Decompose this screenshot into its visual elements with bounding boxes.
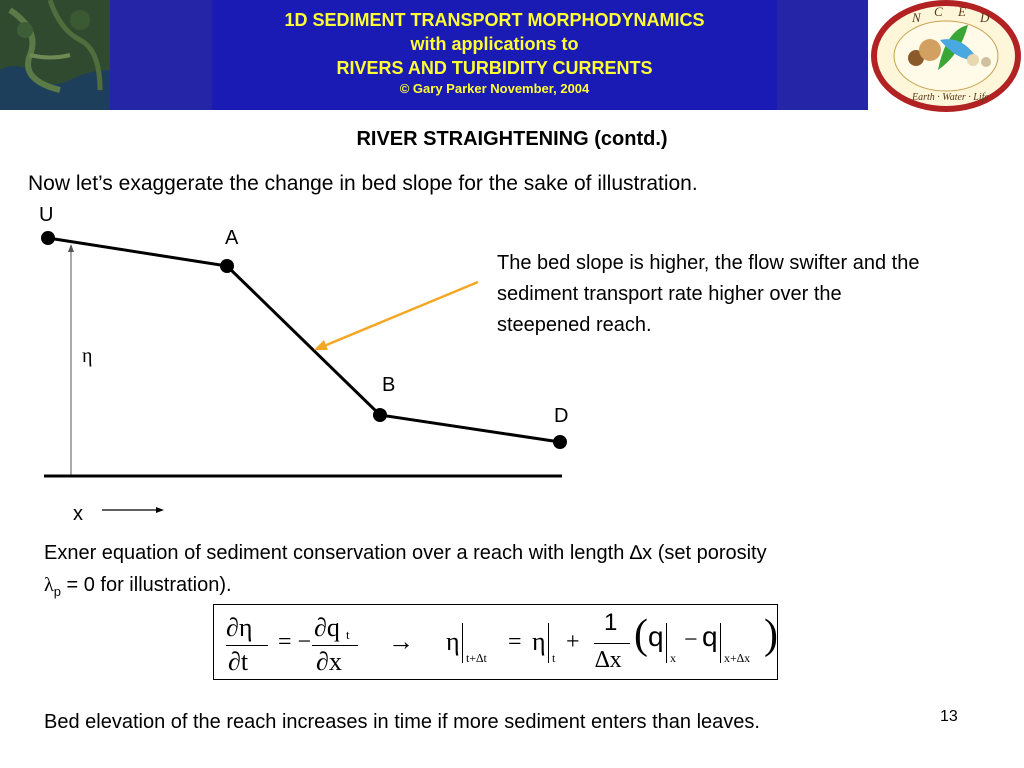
exner-description: Exner equation of sediment conservation … bbox=[44, 537, 984, 608]
delta-satellite-image bbox=[0, 0, 110, 110]
eta-axis-arrowhead bbox=[68, 244, 74, 252]
x-axis-arrowhead bbox=[156, 507, 164, 513]
page-number: 13 bbox=[940, 708, 958, 725]
label-x: x bbox=[73, 503, 83, 525]
eq-fraction-bar-2 bbox=[312, 645, 358, 646]
header-line-3: RIVERS AND TURBIDITY CURRENTS bbox=[336, 58, 653, 78]
lambda-symbol: λ bbox=[44, 574, 54, 596]
header-title-panel bbox=[212, 0, 777, 110]
eq-d-eta: ∂η bbox=[226, 613, 253, 642]
header-copyright: © Gary Parker November, 2004 bbox=[399, 81, 590, 96]
label-u: U bbox=[39, 204, 54, 226]
label-d: D bbox=[554, 405, 569, 427]
header-text: 1D SEDIMENT TRANSPORT MORPHODYNAMICS wit… bbox=[212, 8, 777, 98]
bed-profile-line bbox=[47, 236, 561, 444]
bottom-text: Bed elevation of the reach increases in … bbox=[44, 711, 760, 733]
eq-arrow: → bbox=[388, 627, 414, 656]
header-line-2: with applications to bbox=[410, 34, 579, 54]
eq-q-subscript: t bbox=[346, 627, 350, 642]
eq-fraction-bar-1 bbox=[226, 645, 268, 646]
label-a: A bbox=[225, 227, 239, 249]
point-d bbox=[553, 435, 567, 449]
header-banner: 1D SEDIMENT TRANSPORT MORPHODYNAMICS wit… bbox=[0, 0, 868, 110]
eq-open-paren: ( bbox=[634, 612, 648, 658]
nced-logo: N C E D Earth · Water · Life bbox=[868, 0, 1024, 112]
eq-equals-minus: = − bbox=[278, 629, 312, 655]
eq-delta-x: ∆x bbox=[595, 647, 622, 673]
eq-sub-x-dx: x+∆x bbox=[724, 651, 751, 665]
eq-d-t: ∂t bbox=[228, 647, 249, 676]
eq-eta-2: η bbox=[532, 627, 546, 656]
callout-arrow bbox=[323, 280, 479, 348]
eq-eval-bar-4 bbox=[720, 623, 721, 663]
logo-letter-n: N bbox=[911, 10, 922, 25]
point-b bbox=[373, 408, 387, 422]
callout-arrowhead bbox=[314, 340, 328, 350]
eq-q-2: q bbox=[702, 621, 718, 652]
eq-eta-1: η bbox=[446, 627, 460, 656]
eq-q-1: q bbox=[648, 621, 664, 652]
eq-sub-t-dt: t+∆t bbox=[466, 651, 487, 665]
eq-eval-bar-1 bbox=[462, 623, 463, 663]
eq-fraction-bar-3 bbox=[594, 643, 630, 644]
exner-rest: = 0 for illustration). bbox=[60, 574, 232, 596]
eq-sub-t: t bbox=[552, 651, 556, 665]
point-a bbox=[220, 259, 234, 273]
nced-logo-graphic: N C E D Earth · Water · Life bbox=[871, 0, 1021, 112]
slide-title: RIVER STRAIGHTENING (contd.) bbox=[356, 128, 668, 150]
header-line-1: 1D SEDIMENT TRANSPORT MORPHODYNAMICS bbox=[284, 10, 705, 30]
intro-text: Now let’s exaggerate the change in bed s… bbox=[28, 172, 698, 195]
label-b: B bbox=[382, 374, 396, 396]
slope-note: The bed slope is higher, the flow swifte… bbox=[497, 252, 920, 336]
label-eta: η bbox=[82, 345, 93, 367]
logo-letter-d: D bbox=[979, 10, 990, 25]
point-u bbox=[41, 231, 55, 245]
eq-minus: − bbox=[684, 627, 698, 653]
eq-eval-bar-3 bbox=[666, 623, 667, 663]
eq-d-x: ∂x bbox=[316, 647, 342, 676]
eq-d-q: ∂q bbox=[314, 613, 340, 642]
exner-equation-box: ∂η ∂t = − ∂q t ∂x → η t+∆t = η t + 1 ∆x … bbox=[213, 604, 778, 680]
logo-ring-text: Earth · Water · Life bbox=[911, 92, 989, 103]
exner-text: Exner equation of sediment conservation … bbox=[44, 542, 767, 564]
eq-one: 1 bbox=[604, 609, 618, 636]
logo-letter-e: E bbox=[957, 4, 966, 19]
eq-plus: + bbox=[566, 629, 580, 655]
eq-eval-bar-2 bbox=[548, 623, 549, 663]
eq-sub-x: x bbox=[670, 651, 676, 665]
eq-equals: = bbox=[508, 629, 522, 655]
lambda-subscript: p bbox=[53, 584, 61, 599]
eq-close-paren: ) bbox=[764, 612, 778, 658]
logo-letter-c: C bbox=[934, 4, 943, 19]
